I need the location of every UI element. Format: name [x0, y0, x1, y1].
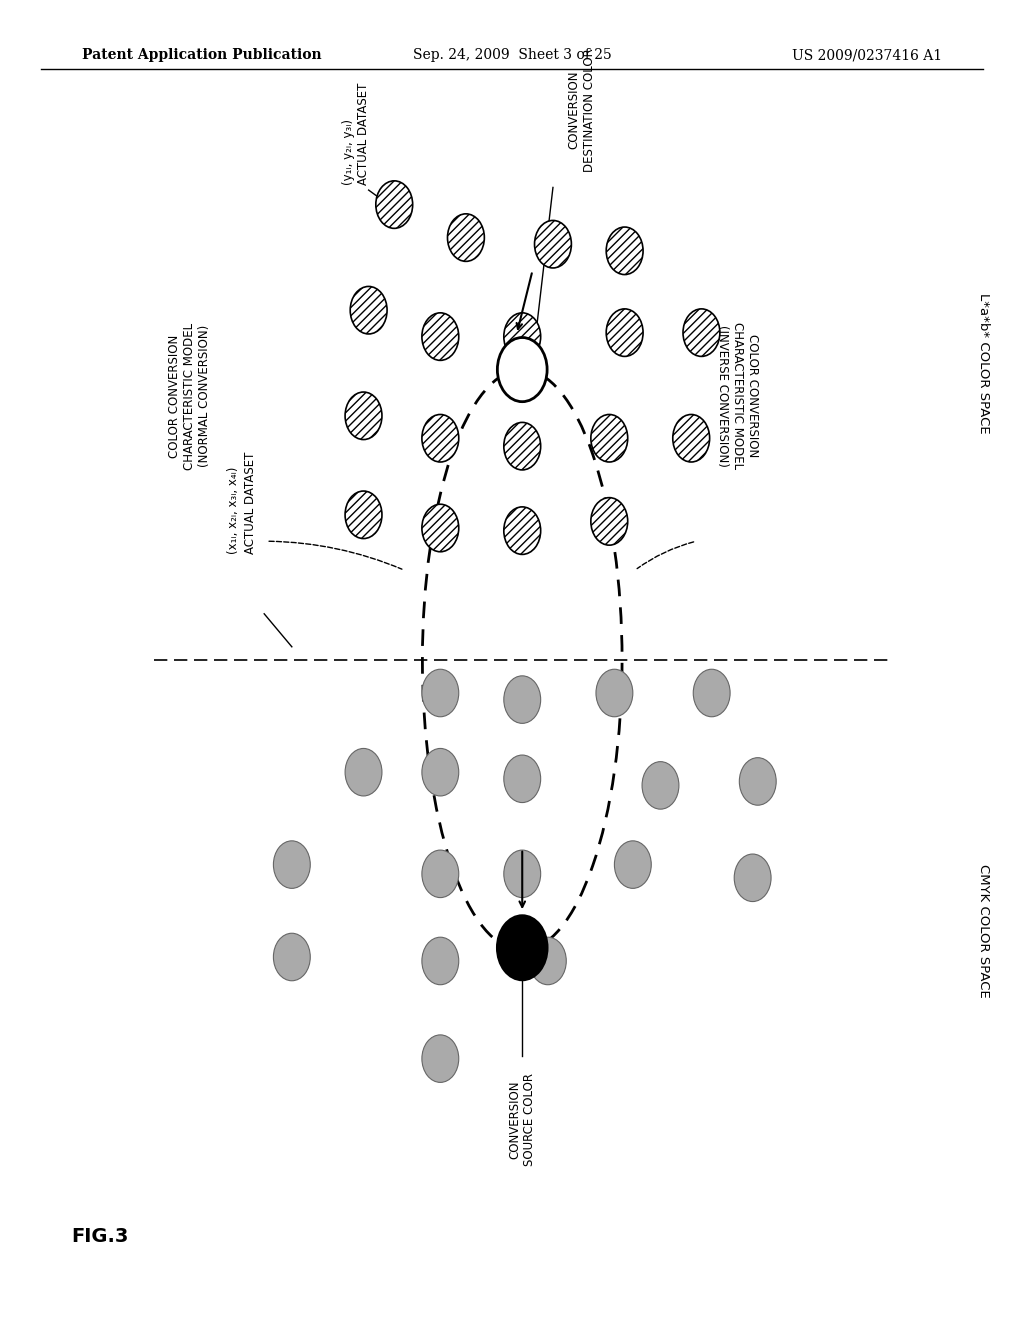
Text: (x₁ᵢ, x₂ᵢ, x₃ᵢ, x₄ᵢ): (x₁ᵢ, x₂ᵢ, x₃ᵢ, x₄ᵢ) — [227, 467, 240, 554]
Circle shape — [273, 841, 310, 888]
Circle shape — [422, 313, 459, 360]
Circle shape — [673, 414, 710, 462]
Circle shape — [422, 669, 459, 717]
Circle shape — [591, 498, 628, 545]
Circle shape — [504, 313, 541, 360]
Circle shape — [422, 748, 459, 796]
Circle shape — [422, 504, 459, 552]
Circle shape — [734, 854, 771, 902]
Text: FIG.3: FIG.3 — [72, 1228, 129, 1246]
Circle shape — [350, 286, 387, 334]
Text: COLOR CONVERSION
CHARACTERISTIC MODEL
(NORMAL CONVERSION): COLOR CONVERSION CHARACTERISTIC MODEL (N… — [168, 322, 211, 470]
Text: US 2009/0237416 A1: US 2009/0237416 A1 — [792, 49, 942, 62]
Circle shape — [422, 414, 459, 462]
Circle shape — [596, 669, 633, 717]
Circle shape — [535, 220, 571, 268]
Circle shape — [504, 313, 541, 360]
Circle shape — [345, 748, 382, 796]
Circle shape — [693, 669, 730, 717]
Circle shape — [529, 937, 566, 985]
Circle shape — [606, 227, 643, 275]
Circle shape — [504, 507, 541, 554]
Text: CONVERSION
DESTINATION COLOR: CONVERSION DESTINATION COLOR — [567, 48, 596, 172]
Text: Sep. 24, 2009  Sheet 3 of 25: Sep. 24, 2009 Sheet 3 of 25 — [413, 49, 611, 62]
Circle shape — [606, 309, 643, 356]
Circle shape — [606, 227, 643, 275]
Circle shape — [504, 850, 541, 898]
Circle shape — [591, 498, 628, 545]
Circle shape — [345, 392, 382, 440]
Circle shape — [350, 286, 387, 334]
Circle shape — [422, 1035, 459, 1082]
Circle shape — [535, 220, 571, 268]
Circle shape — [591, 414, 628, 462]
Text: ACTUAL DATASET: ACTUAL DATASET — [357, 82, 370, 185]
Circle shape — [606, 309, 643, 356]
Circle shape — [504, 507, 541, 554]
Circle shape — [614, 841, 651, 888]
Circle shape — [376, 181, 413, 228]
Text: (y₁ᵢ, y₂ᵢ, y₃ᵢ): (y₁ᵢ, y₂ᵢ, y₃ᵢ) — [342, 119, 354, 185]
Circle shape — [376, 181, 413, 228]
Circle shape — [422, 414, 459, 462]
Circle shape — [642, 762, 679, 809]
Circle shape — [504, 422, 541, 470]
Circle shape — [447, 214, 484, 261]
Circle shape — [273, 933, 310, 981]
Circle shape — [447, 214, 484, 261]
Circle shape — [498, 916, 547, 979]
Circle shape — [504, 422, 541, 470]
Circle shape — [683, 309, 720, 356]
Circle shape — [673, 414, 710, 462]
Circle shape — [345, 491, 382, 539]
Circle shape — [422, 937, 459, 985]
Circle shape — [504, 676, 541, 723]
Circle shape — [422, 504, 459, 552]
Text: ACTUAL DATASET: ACTUAL DATASET — [245, 451, 257, 554]
Circle shape — [504, 755, 541, 803]
Text: Patent Application Publication: Patent Application Publication — [82, 49, 322, 62]
Circle shape — [591, 414, 628, 462]
Circle shape — [345, 491, 382, 539]
Circle shape — [683, 309, 720, 356]
Text: COLOR CONVERSION
CHARACTERISTIC MODEL
(INVERSE CONVERSION): COLOR CONVERSION CHARACTERISTIC MODEL (I… — [716, 322, 759, 470]
Circle shape — [739, 758, 776, 805]
Circle shape — [422, 313, 459, 360]
Circle shape — [345, 392, 382, 440]
Circle shape — [422, 850, 459, 898]
Text: CMYK COLOR SPACE: CMYK COLOR SPACE — [977, 863, 989, 998]
Text: L*a*b* COLOR SPACE: L*a*b* COLOR SPACE — [977, 293, 989, 433]
Text: CONVERSION
SOURCE COLOR: CONVERSION SOURCE COLOR — [508, 1073, 537, 1166]
Circle shape — [498, 338, 547, 401]
